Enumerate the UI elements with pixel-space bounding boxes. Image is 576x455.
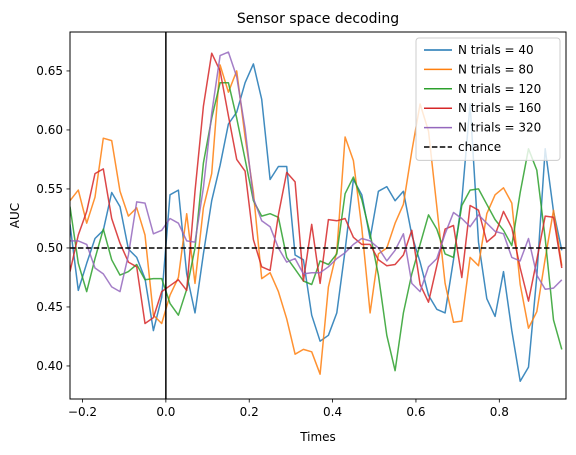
legend-label: N trials = 160 bbox=[458, 101, 541, 115]
x-tick-label: 0.6 bbox=[406, 405, 425, 419]
legend-box bbox=[415, 37, 561, 161]
x-tick-label: −0.2 bbox=[68, 405, 97, 419]
plot-frame bbox=[69, 31, 567, 400]
y-axis-title: AUC bbox=[8, 203, 22, 228]
series-line-5 bbox=[70, 51, 563, 293]
x-tick-label: 0.4 bbox=[323, 405, 342, 419]
series-line-1 bbox=[70, 63, 563, 383]
x-tick-label: 0.2 bbox=[240, 405, 259, 419]
legend: N trials = 40 N trials = 80 N trials = 120… bbox=[415, 37, 561, 161]
y-tick-label: 0.45 bbox=[36, 300, 63, 314]
y-tick-label: 0.55 bbox=[36, 182, 63, 196]
x-axis-ticks: −0.2 0.0 0.2 0.4 0.6 0.8 bbox=[68, 399, 509, 419]
y-tick-label: 0.50 bbox=[36, 241, 63, 255]
y-tick-label: 0.60 bbox=[36, 123, 63, 137]
plot-lines bbox=[70, 32, 566, 399]
series-line-2 bbox=[70, 64, 563, 375]
legend-label: chance bbox=[458, 140, 501, 154]
y-tick-label: 0.65 bbox=[36, 64, 63, 78]
y-tick-label: 0.40 bbox=[36, 359, 63, 373]
legend-label: N trials = 40 bbox=[458, 43, 534, 57]
chart-title: Sensor space decoding bbox=[237, 11, 399, 27]
legend-label: N trials = 80 bbox=[458, 62, 534, 76]
legend-label: N trials = 320 bbox=[458, 121, 541, 135]
x-tick-label: 0.8 bbox=[490, 405, 509, 419]
x-axis-title: Times bbox=[299, 430, 336, 444]
y-axis-ticks: 0.40 0.45 0.50 0.55 0.60 0.65 bbox=[36, 64, 70, 373]
x-tick-label: 0.0 bbox=[156, 405, 175, 419]
legend-label: N trials = 120 bbox=[458, 82, 541, 96]
